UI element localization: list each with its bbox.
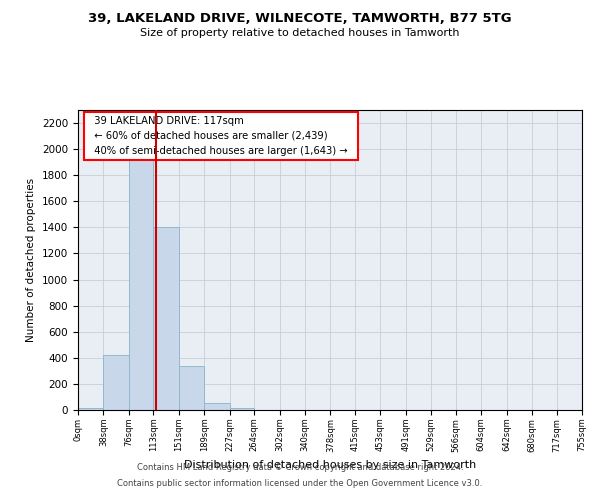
Bar xyxy=(78,408,103,410)
Text: Contains HM Land Registry data © Crown copyright and database right 2024.: Contains HM Land Registry data © Crown c… xyxy=(137,464,463,472)
Bar xyxy=(129,142,154,410)
Text: 39, LAKELAND DRIVE, WILNECOTE, TAMWORTH, B77 5TG: 39, LAKELAND DRIVE, WILNECOTE, TAMWORTH,… xyxy=(88,12,512,26)
Bar xyxy=(230,408,254,410)
Bar xyxy=(103,355,129,410)
Bar xyxy=(204,404,230,410)
Text: Size of property relative to detached houses in Tamworth: Size of property relative to detached ho… xyxy=(140,28,460,38)
Y-axis label: Number of detached properties: Number of detached properties xyxy=(26,178,37,342)
X-axis label: Distribution of detached houses by size in Tamworth: Distribution of detached houses by size … xyxy=(184,460,476,470)
Bar xyxy=(154,228,179,410)
Text: Contains public sector information licensed under the Open Government Licence v3: Contains public sector information licen… xyxy=(118,478,482,488)
Bar xyxy=(179,366,204,410)
Text: 39 LAKELAND DRIVE: 117sqm
  ← 60% of detached houses are smaller (2,439)
  40% o: 39 LAKELAND DRIVE: 117sqm ← 60% of detac… xyxy=(88,116,354,156)
